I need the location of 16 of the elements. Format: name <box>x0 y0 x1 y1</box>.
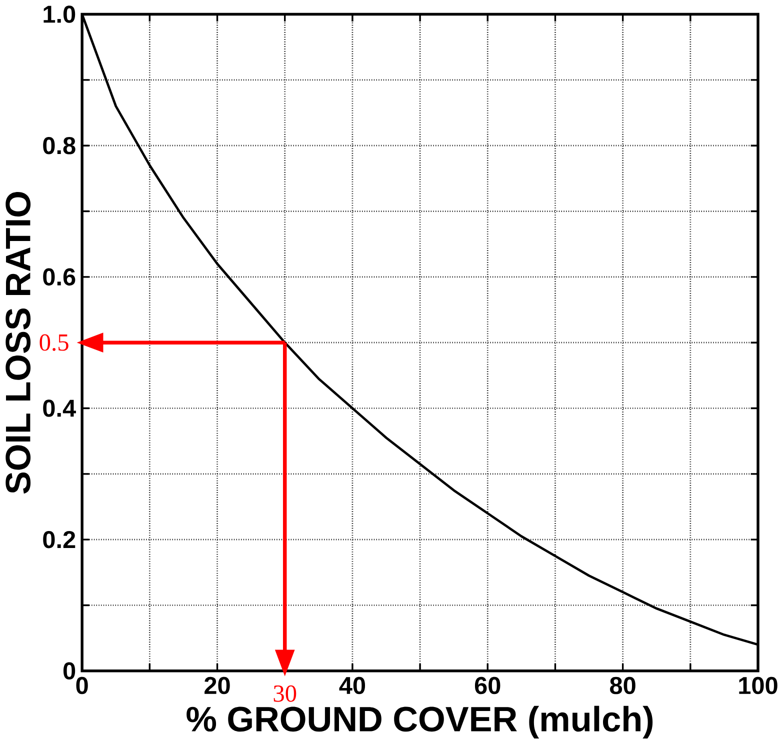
y-tick-label: 1.0 <box>44 6 76 23</box>
x-tick-label: 20 <box>204 676 230 694</box>
x-tick-label: 80 <box>610 676 636 694</box>
x-axis-title: % GROUND COVER (mulch) <box>186 706 653 738</box>
y-tick-label: 0.4 <box>43 400 76 417</box>
y-tick-label: 0.2 <box>43 530 76 548</box>
x-tick-label: 100 <box>739 676 778 694</box>
x-tick-label: 60 <box>474 676 500 694</box>
ref-line-label: 0.5 <box>40 334 68 351</box>
y-tick-label: 0.6 <box>43 268 76 286</box>
x-tick-label: 40 <box>339 676 366 694</box>
y-tick-label: 0.8 <box>43 136 76 154</box>
y-tick-label: 0 <box>63 662 76 680</box>
y-axis-title: SOIL LOSS RATIO <box>6 192 31 494</box>
x-tick-label: 0 <box>76 676 88 694</box>
ref-line-label: 30 <box>274 685 296 702</box>
